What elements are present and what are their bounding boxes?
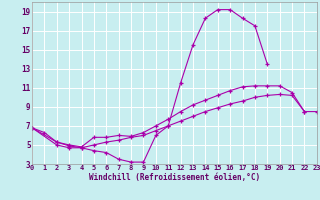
X-axis label: Windchill (Refroidissement éolien,°C): Windchill (Refroidissement éolien,°C) <box>89 173 260 182</box>
